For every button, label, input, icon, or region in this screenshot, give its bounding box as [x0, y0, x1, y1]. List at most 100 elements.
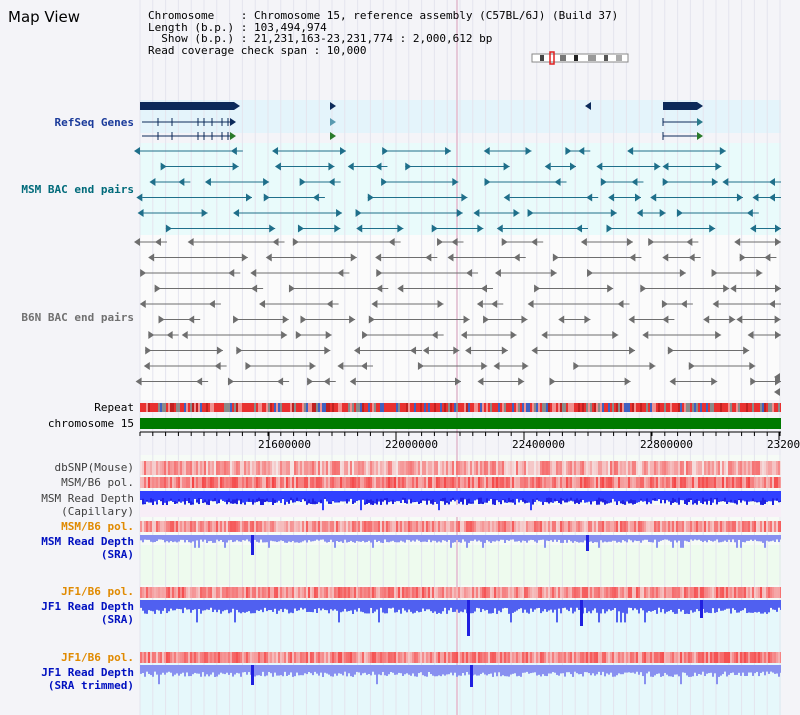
track-label-repeat: Repeat — [94, 401, 134, 414]
jf1-pol-heat — [170, 587, 172, 598]
jf1-sra-depth — [150, 600, 152, 611]
msm-pol-heat — [206, 477, 208, 488]
msm-capillary-depth-2 — [764, 491, 766, 500]
repeat-segment — [326, 403, 328, 412]
repeat-segment — [406, 403, 408, 412]
repeat-segment — [140, 403, 142, 412]
msm-sra-depth — [578, 535, 580, 543]
jf1-pol-heat — [172, 587, 174, 598]
msm-sra-pol-heat — [774, 521, 776, 532]
msm-capillary-depth-2 — [190, 491, 192, 502]
msm-pol-heat — [424, 477, 426, 488]
jf1-sra-depth — [528, 600, 530, 614]
msm-sra-depth — [364, 535, 366, 543]
dbsnp-heat — [750, 461, 752, 475]
jf1-trimmed-depth — [542, 665, 544, 675]
jf1-pol-heat — [470, 587, 472, 598]
jf1-pol-heat — [566, 587, 568, 598]
repeat-segment — [624, 403, 626, 412]
jf1-trimmed-depth — [430, 665, 432, 675]
msm-pol-heat — [594, 477, 596, 488]
jf1-sra-depth — [388, 600, 390, 609]
jf1-trimmed-depth — [288, 665, 290, 675]
b6n-bac-end — [368, 315, 375, 324]
dbsnp-heat — [424, 461, 426, 475]
dbsnp-heat — [538, 461, 540, 475]
msm-bac-end — [606, 224, 613, 233]
track-label-b6n-bac[interactable]: B6N BAC end pairs — [21, 311, 134, 324]
jf1-pol-heat-2 — [174, 652, 176, 663]
repeat-segment — [678, 403, 680, 412]
msm-capillary-depth-2 — [778, 491, 780, 502]
dbsnp-heat — [348, 461, 350, 475]
msm-sra-depth — [662, 535, 664, 541]
jf1-trimmed-depth — [716, 665, 718, 685]
jf1-pol-heat-2 — [610, 652, 612, 663]
msm-pol-heat — [554, 477, 556, 488]
jf1-pol-heat-2 — [778, 652, 780, 663]
msm-sra-depth — [466, 535, 468, 548]
repeat-segment — [284, 403, 286, 412]
jf1-trimmed-depth — [450, 665, 452, 673]
jf1-pol-heat-2 — [538, 652, 540, 663]
msm-sra-pol-heat — [166, 521, 168, 532]
b6n-bac-end — [236, 346, 243, 355]
msm-sra-pol-heat — [604, 521, 606, 532]
b6n-bac-end — [481, 362, 488, 370]
jf1-sra-depth — [694, 600, 696, 612]
repeat-segment — [736, 403, 738, 412]
dbsnp-heat — [378, 461, 380, 475]
jf1-pol-heat — [662, 587, 664, 598]
jf1-sra-depth — [766, 600, 768, 614]
jf1-pol-heat-2 — [282, 652, 284, 663]
track-label-refseq[interactable]: RefSeq Genes — [54, 116, 134, 129]
jf1-trimmed-depth — [580, 665, 582, 675]
dbsnp-heat — [530, 461, 532, 475]
jf1-trimmed-depth — [634, 665, 636, 674]
msm-sra-depth — [686, 535, 688, 542]
jf1-pol-heat — [180, 587, 182, 598]
msm-capillary-depth-2 — [632, 491, 634, 501]
b6n-bac-end — [756, 269, 763, 277]
jf1-trimmed-depth — [736, 665, 738, 675]
repeat-segment — [652, 403, 654, 412]
msm-pol-heat — [270, 477, 272, 488]
msm-sra-pol-heat — [222, 521, 224, 532]
msm-pol-heat — [758, 477, 760, 488]
msm-capillary-depth-2 — [402, 491, 404, 498]
jf1-pol-heat-2 — [226, 652, 228, 663]
msm-sra-pol-heat — [480, 521, 482, 532]
dbsnp-heat — [212, 461, 214, 475]
jf1-pol-heat-2 — [404, 652, 406, 663]
jf1-pol-heat-2 — [568, 652, 570, 663]
jf1-sra-depth — [688, 600, 690, 614]
msm-pol-heat — [576, 477, 578, 488]
track-label-msm-bac[interactable]: MSM BAC end pairs — [21, 183, 134, 196]
jf1-pol-heat-2 — [212, 652, 214, 663]
jf1-pol-heat-2 — [634, 652, 636, 663]
msm-capillary-depth-2 — [588, 491, 590, 502]
msm-pol-heat — [546, 477, 548, 488]
jf1-trimmed-depth — [168, 665, 170, 672]
msm-capillary-depth-2 — [472, 491, 474, 503]
jf1-sra-depth — [440, 600, 442, 614]
msm-sra-depth — [392, 535, 394, 541]
dbsnp-heat — [204, 461, 206, 475]
jf1-sra-depth — [576, 600, 578, 608]
msm-capillary-depth-2 — [456, 491, 458, 500]
jf1-pol-heat — [162, 587, 164, 598]
msm-pol-heat — [728, 477, 730, 488]
jf1-sra-depth — [760, 600, 762, 614]
msm-sra-depth — [696, 535, 698, 541]
msm-pol-heat — [226, 477, 228, 488]
jf1-sra-depth — [226, 600, 228, 610]
dbsnp-heat — [650, 461, 652, 475]
jf1-trimmed-depth — [218, 665, 220, 675]
msm-sra-pol-heat — [522, 521, 524, 532]
dbsnp-heat — [322, 461, 324, 475]
chromosome-info: Chromosome : Chromosome 15, reference as… — [148, 10, 618, 56]
info-length: Length (b.p.) : 103,494,974 — [148, 20, 327, 34]
repeat-segment — [218, 403, 220, 412]
jf1-trimmed-depth — [732, 665, 734, 673]
jf1-sra-depth — [358, 600, 360, 609]
